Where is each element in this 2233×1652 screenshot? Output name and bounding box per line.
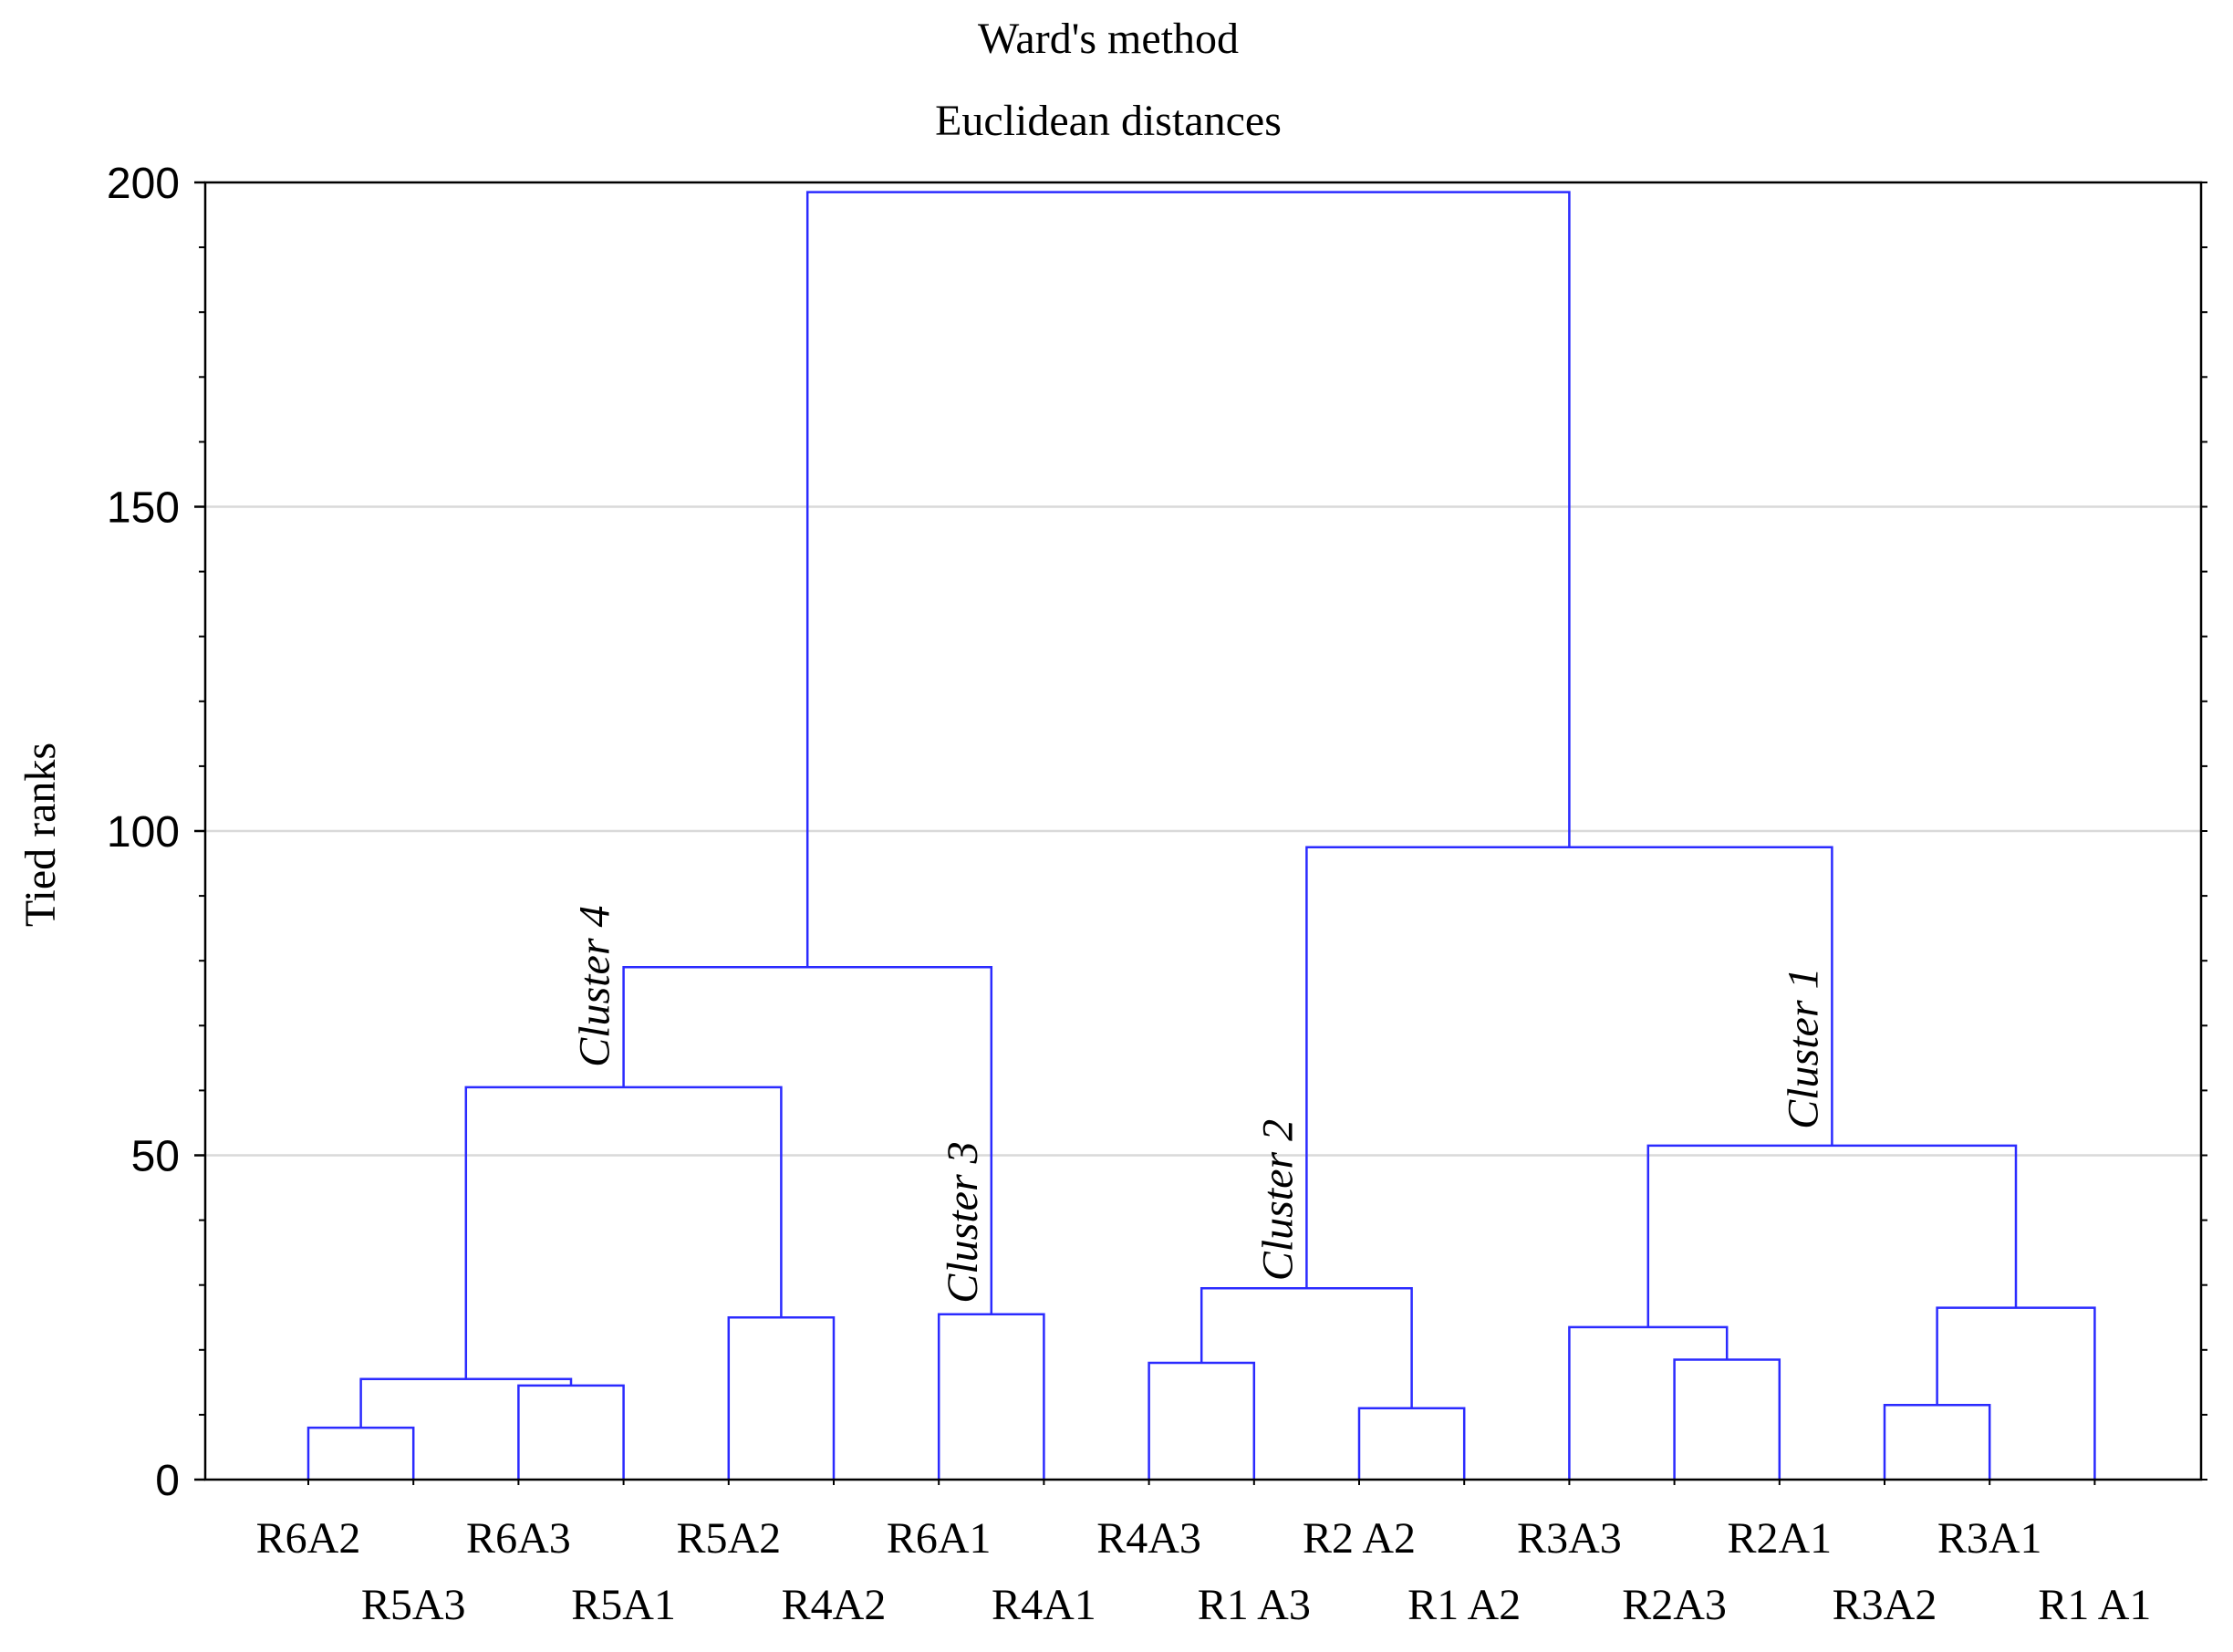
dendrogram-link xyxy=(1305,846,1833,1289)
chart-title: Ward's method xyxy=(978,15,1239,63)
leaf-label: R1 A2 xyxy=(1407,1581,1521,1629)
leaf-label: R3A2 xyxy=(1833,1581,1937,1629)
leaf-label: R1 A3 xyxy=(1198,1581,1311,1629)
leaf-label: R5A3 xyxy=(361,1581,466,1629)
dendrogram-link xyxy=(1148,1361,1256,1480)
y-tick-label: 100 xyxy=(107,808,180,857)
leaf-label: R4A3 xyxy=(1096,1514,1201,1563)
dendrogram-link xyxy=(1936,1306,2096,1480)
dendrogram-link xyxy=(1673,1358,1781,1480)
y-tick-label: 150 xyxy=(107,484,180,533)
leaf-label: R5A2 xyxy=(676,1514,781,1563)
dendrogram-link xyxy=(1568,1325,1729,1480)
dendrogram-link xyxy=(1357,1407,1466,1480)
leaf-label: R1 A1 xyxy=(2038,1581,2151,1629)
leaf-label: R3A1 xyxy=(1937,1514,2042,1563)
leaf-label: R6A3 xyxy=(466,1514,571,1563)
dendrogram-link xyxy=(937,1313,1045,1480)
leaf-label: R2 A2 xyxy=(1303,1514,1416,1563)
cluster-label: Cluster 4 xyxy=(571,905,619,1066)
y-tick-label: 200 xyxy=(107,160,180,208)
dendrogram-link xyxy=(805,191,1571,968)
dendrogram-link xyxy=(1883,1403,1991,1480)
leaf-label: R3A3 xyxy=(1517,1514,1622,1563)
cluster-label: Cluster 1 xyxy=(1779,967,1827,1128)
leaf-label: R2A3 xyxy=(1622,1581,1727,1629)
y-axis-label: Tied ranks xyxy=(16,743,65,927)
leaf-label: R4A1 xyxy=(992,1581,1096,1629)
annotation-layer: Cluster 4 Cluster 3 Cluster 2 Cluster 1 xyxy=(571,905,1828,1303)
leaf-label: R6A1 xyxy=(887,1514,992,1563)
dendrogram-link xyxy=(1646,1144,2018,1327)
dendrogram-link xyxy=(464,1086,783,1379)
cluster-label: Cluster 2 xyxy=(1253,1119,1302,1281)
dendrogram-link xyxy=(727,1316,836,1480)
tick-layer: 0 50 100 150 200 xyxy=(107,160,2207,1505)
y-tick-label: 50 xyxy=(131,1133,180,1181)
dendrogram-link xyxy=(1200,1287,1413,1408)
leaf-label: R4A2 xyxy=(782,1581,887,1629)
leaf-label: R6A2 xyxy=(256,1514,361,1563)
y-tick-label: 0 xyxy=(155,1457,180,1505)
dendrogram-link xyxy=(517,1384,625,1480)
leaf-label: R5A1 xyxy=(571,1581,676,1629)
cluster-label: Cluster 3 xyxy=(939,1141,987,1303)
leaf-label: R2A1 xyxy=(1727,1514,1832,1563)
grid-layer xyxy=(205,505,2201,1157)
dendrogram-link xyxy=(359,1377,573,1429)
tree-layer xyxy=(306,191,2096,1480)
chart-subtitle: Euclidean distances xyxy=(935,97,1282,145)
dendrogram-link xyxy=(306,1426,415,1480)
dendrogram-link xyxy=(622,966,993,1314)
